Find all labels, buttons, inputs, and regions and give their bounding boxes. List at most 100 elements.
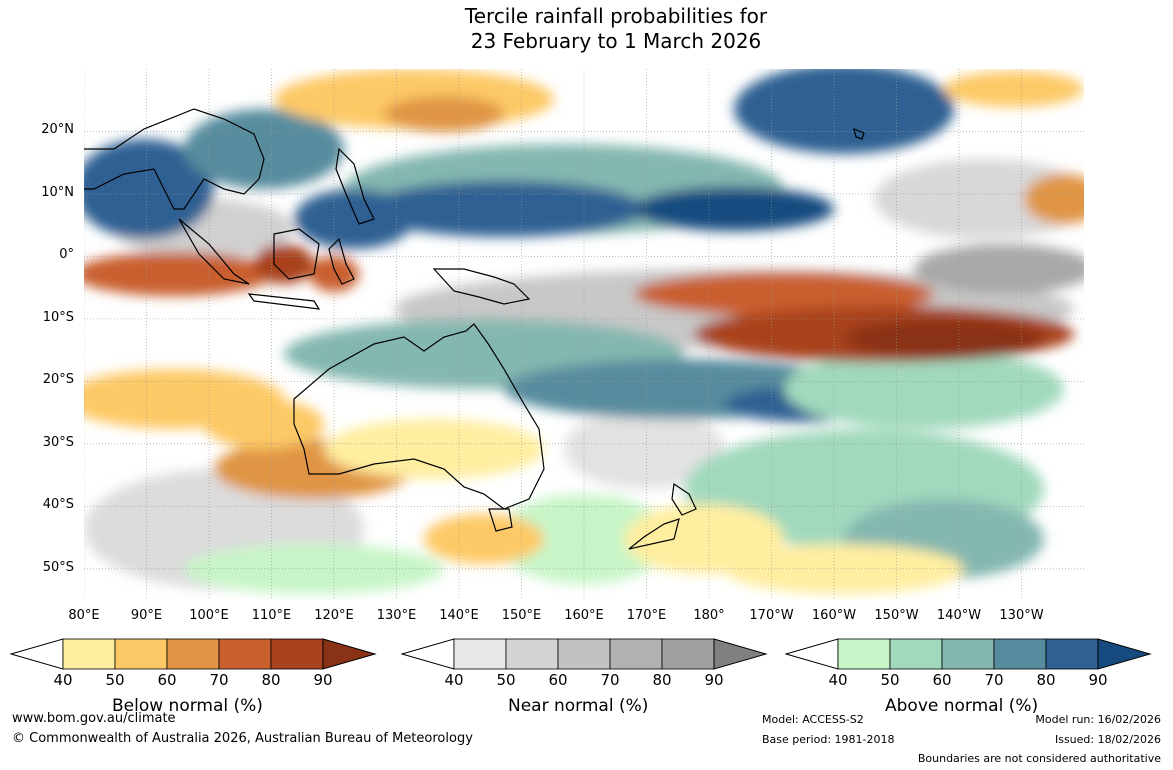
colorbar-segment: [453, 638, 507, 670]
colorbar-high-extension: [713, 638, 768, 670]
lat-label: 20°S: [42, 372, 74, 388]
lat-label: 50°S: [42, 559, 74, 575]
above-normal-region: [364, 181, 644, 237]
colorbar-segment: [993, 638, 1047, 670]
colorbar-tick-label: 40: [828, 671, 848, 689]
lon-label: 160°E: [564, 608, 604, 623]
new-guinea-coast: [432, 268, 531, 305]
lon-label: 140°E: [439, 608, 479, 623]
colorbar-low-extension: [10, 638, 64, 670]
model-name: Model: ACCESS-S2: [762, 713, 864, 726]
colorbar-low-extension: [401, 638, 455, 670]
above-normal-region: [494, 494, 674, 584]
colorbar-near-normal: [401, 638, 768, 670]
above-normal-region: [84, 139, 214, 239]
colorbar-tick-label: 70: [984, 671, 1004, 689]
colorbar-segment: [557, 638, 611, 670]
above-normal-region: [294, 189, 414, 249]
above-normal-region: [784, 349, 1064, 429]
below-normal-region: [844, 319, 1044, 359]
colorbar-segment: [837, 638, 891, 670]
colorbar-tick-label: 40: [444, 671, 464, 689]
colorbar-segment: [505, 638, 559, 670]
colorbar-below-normal: [10, 638, 377, 670]
title-line-2: 23 February to 1 March 2026: [470, 29, 762, 53]
sulawesi-coast: [328, 237, 355, 285]
colorbar-high-extension: [322, 638, 377, 670]
colorbar-segment: [166, 638, 220, 670]
tasmania-coast: [488, 508, 513, 532]
above-normal-region: [184, 109, 344, 189]
colorbar-tick-label: 50: [105, 671, 125, 689]
colorbar-above-normal: [785, 638, 1152, 670]
australia-coast: [293, 323, 545, 510]
colorbar-tick-label: 60: [157, 671, 177, 689]
near-normal-region: [874, 159, 1084, 239]
probability-map: [84, 69, 1084, 600]
lat-label: 10°N: [41, 184, 74, 200]
lat-label: 10°S: [42, 309, 74, 325]
website-link[interactable]: www.bom.gov.au/climate: [12, 711, 176, 726]
below-normal-region: [204, 399, 324, 449]
lat-label: 40°S: [42, 497, 74, 513]
lon-label: 180°: [693, 608, 725, 623]
colorbar-tick-label: 90: [704, 671, 724, 689]
above-normal-region: [634, 187, 834, 231]
title-line-1: Tercile rainfall probabilities for: [464, 4, 768, 28]
colorbar-tick-label: 70: [600, 671, 620, 689]
lat-label: 0°: [59, 247, 74, 263]
colorbar-tick-label: 50: [880, 671, 900, 689]
base-period: Base period: 1981-2018: [762, 733, 895, 746]
colorbar-segment: [62, 638, 116, 670]
below-normal-region: [324, 419, 544, 479]
colorbar-high-extension: [1097, 638, 1152, 670]
sumatra-coast: [178, 218, 250, 285]
colorbar-segment: [941, 638, 995, 670]
lon-label: 90°E: [130, 608, 163, 623]
model-run-date: Model run: 16/02/2026: [1035, 713, 1161, 726]
below-normal-region: [424, 514, 544, 564]
colorbar-tick-label: 80: [261, 671, 281, 689]
lon-label: 130°E: [376, 608, 417, 623]
hawaii-coast: [853, 128, 865, 140]
lon-label: 80°E: [68, 608, 100, 623]
near-normal-region: [564, 409, 724, 489]
new-zealand-coast: [628, 482, 697, 550]
asia-coast: [84, 108, 265, 210]
colorbar-tick-label: 80: [652, 671, 672, 689]
above-normal-region: [184, 544, 444, 594]
colorbar-segment: [609, 638, 663, 670]
colorbar-low-extension: [785, 638, 839, 670]
colorbar-title-below: Below normal (%): [112, 696, 263, 716]
borneo-coast: [273, 228, 320, 280]
colorbar-tick-label: 60: [548, 671, 568, 689]
lat-label: 30°S: [42, 434, 74, 450]
above-normal-region: [734, 69, 954, 154]
colorbar-segment: [270, 638, 324, 670]
copyright-text: © Commonwealth of Australia 2026, Austra…: [12, 731, 473, 746]
issued-date: Issued: 18/02/2026: [1054, 733, 1161, 746]
colorbar-segment: [661, 638, 715, 670]
below-normal-region: [84, 252, 274, 296]
lon-label: 170°E: [626, 608, 667, 623]
colorbar-segment: [889, 638, 943, 670]
philippines-coast: [335, 147, 375, 225]
lon-label: 160°W: [811, 608, 857, 623]
colorbar-tick-label: 90: [313, 671, 333, 689]
lon-label: 100°E: [189, 608, 229, 623]
below-normal-region: [1024, 174, 1084, 224]
colorbar-tick-label: 60: [932, 671, 952, 689]
colorbar-title-above: Above normal (%): [885, 696, 1039, 716]
below-normal-region: [254, 244, 314, 284]
colorbar-tick-label: 40: [53, 671, 73, 689]
boundary-disclaimer: Boundaries are not considered authoritat…: [917, 752, 1161, 765]
colorbar-segment: [1045, 638, 1099, 670]
lon-label: 150°E: [501, 608, 542, 623]
lon-label: 170°W: [749, 608, 794, 623]
below-normal-region: [944, 71, 1084, 107]
probability-shading: [84, 69, 1084, 594]
colorbar-tick-label: 70: [209, 671, 229, 689]
lon-label: 140°W: [936, 608, 982, 623]
colorbar-tick-label: 90: [1088, 671, 1108, 689]
map-title: Tercile rainfall probabilities for 23 Fe…: [0, 4, 1173, 54]
